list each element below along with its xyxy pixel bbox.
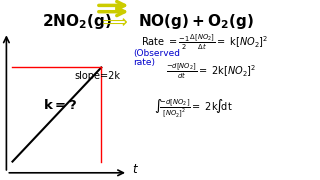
Text: slope=2k: slope=2k	[75, 71, 121, 81]
Text: rate): rate)	[133, 58, 155, 68]
Text: $\bf{NO(g) + O_2(g)}$: $\bf{NO(g) + O_2(g)}$	[138, 12, 253, 31]
Text: $\Longrightarrow$: $\Longrightarrow$	[98, 12, 128, 30]
Text: (Observed: (Observed	[133, 49, 180, 58]
Text: Rate $= \frac{-1}{2}\frac{\Delta[NO_2]}{\Delta t} = $ k$[NO_2]^2$: Rate $= \frac{-1}{2}\frac{\Delta[NO_2]}{…	[141, 32, 268, 52]
Text: $\frac{-d[NO_2]}{dt} = $ 2k$[NO_2]^2$: $\frac{-d[NO_2]}{dt} = $ 2k$[NO_2]^2$	[166, 61, 257, 81]
Text: $t$: $t$	[132, 163, 139, 177]
Text: $\int\!\frac{-d[NO_2]}{[NO_2]^2} = $ 2k$\!\int\!$dt: $\int\!\frac{-d[NO_2]}{[NO_2]^2} = $ 2k$…	[154, 97, 232, 120]
Text: $\bf{2NO_2(g)}$: $\bf{2NO_2(g)}$	[42, 12, 111, 31]
Text: $\bf{k = ?}$: $\bf{k = ?}$	[43, 98, 77, 112]
